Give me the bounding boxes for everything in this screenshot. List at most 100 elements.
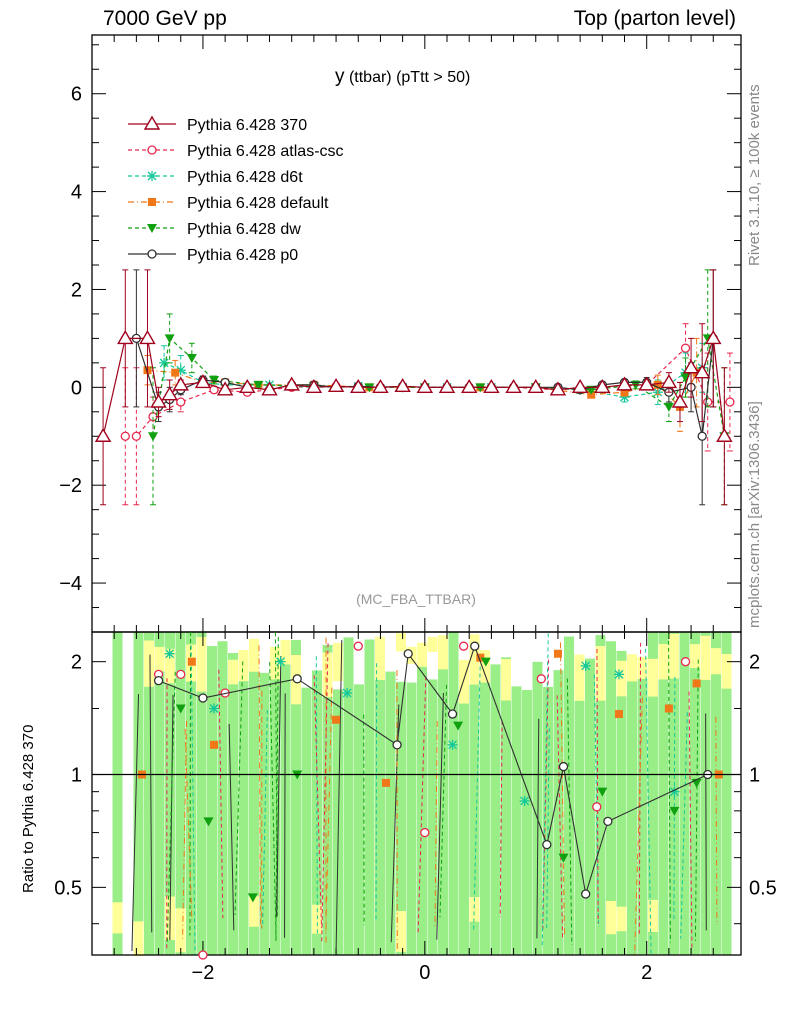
- data-point: [139, 330, 156, 345]
- data-point: [505, 378, 522, 394]
- data-point: [653, 380, 662, 389]
- ratio-line: [284, 693, 286, 938]
- legend-marker: [147, 171, 157, 181]
- ratio-tick-label: 0.5: [54, 877, 82, 899]
- ratio-point: [476, 653, 485, 662]
- ratio-tick-label-right: 2: [749, 652, 760, 674]
- yellow-band: [469, 897, 480, 922]
- y-tick-label: 0: [71, 377, 82, 399]
- x-tick-label: 2: [641, 962, 652, 984]
- data-point: [416, 378, 434, 394]
- ratio-line: [546, 728, 550, 931]
- star-stroke: [165, 649, 175, 659]
- ratio-point: [153, 676, 164, 686]
- yellow-band: [501, 658, 511, 701]
- ratio-line: [680, 712, 688, 939]
- plot-title-variable: y: [335, 66, 345, 87]
- green-band: [417, 661, 427, 955]
- y-tick-label: 4: [71, 182, 82, 204]
- ratio-tick-label: 2: [71, 652, 82, 674]
- green-band: [270, 651, 280, 955]
- data-point: [660, 374, 678, 389]
- green-band: [175, 632, 186, 955]
- yellow-band: [280, 639, 291, 665]
- ratio-point: [519, 795, 530, 806]
- ratio-point: [447, 709, 458, 719]
- data-point: [680, 343, 691, 353]
- data-point: [616, 376, 633, 391]
- ratio-line: [499, 720, 503, 918]
- data-point: [176, 397, 186, 407]
- green-band: [343, 637, 354, 955]
- green-band: [522, 690, 532, 955]
- header-left: 7000 GeV pp: [103, 7, 227, 30]
- ratio-line: [436, 693, 444, 940]
- ratio-point: [203, 817, 214, 827]
- data-point: [527, 378, 544, 394]
- green-band: [259, 672, 270, 955]
- green-band: [627, 671, 637, 955]
- yellow-band: [270, 646, 280, 680]
- yellow-band: [375, 636, 385, 680]
- ratio-tick-label: 1: [71, 765, 82, 787]
- green-band: [301, 687, 312, 955]
- legend: Pythia 6.428 370 Pythia 6.428 atlas-csc Py…: [128, 115, 344, 264]
- y-tick-label: −2: [59, 475, 82, 497]
- star-stroke: [342, 688, 352, 698]
- ratio-line: [131, 693, 140, 952]
- data-point: [483, 378, 500, 394]
- green-band: [616, 650, 627, 955]
- yellow-band: [144, 640, 154, 687]
- ratio-line: [166, 671, 176, 944]
- star-stroke: [147, 171, 157, 181]
- yellow-band: [480, 650, 490, 683]
- data-point: [305, 378, 323, 394]
- y-tick-label: 2: [71, 279, 82, 301]
- star-stroke: [276, 657, 286, 667]
- yellow-band: [574, 654, 585, 701]
- yellow-band: [333, 642, 343, 682]
- green-band: [595, 635, 606, 955]
- star-stroke: [159, 358, 169, 368]
- ratio-line: [596, 649, 599, 924]
- ratio-line: [189, 632, 192, 936]
- yellow-band: [228, 659, 238, 685]
- data-point: [394, 377, 411, 393]
- star-stroke: [520, 796, 530, 806]
- ratio-point: [176, 669, 186, 680]
- data-point: [460, 378, 478, 394]
- ratio-point: [247, 893, 258, 903]
- yellow-band: [396, 633, 406, 652]
- green-band: [249, 671, 259, 955]
- ratio-point: [392, 740, 402, 750]
- ratio-point: [597, 787, 608, 797]
- ratio-line: [218, 669, 224, 919]
- series-0: [94, 269, 733, 506]
- green-band: [217, 641, 228, 955]
- data-point: [438, 378, 456, 394]
- ratio-line: [335, 640, 343, 950]
- data-point: [283, 376, 300, 391]
- data-point: [120, 431, 130, 441]
- ratio-line: [375, 663, 378, 923]
- data-point: [159, 357, 170, 368]
- ratio-point: [553, 649, 562, 658]
- yellow-band: [669, 633, 679, 679]
- green-band: [364, 639, 375, 955]
- green-band: [406, 682, 417, 955]
- yellow-band: [637, 656, 648, 680]
- data-point: [148, 432, 159, 442]
- data-point: [663, 402, 674, 412]
- ratio-line: [434, 721, 438, 929]
- data-point: [161, 386, 178, 401]
- ratio-series-line: [158, 644, 708, 895]
- green-band: [354, 684, 364, 955]
- green-band: [154, 632, 165, 955]
- green-band: [637, 667, 648, 955]
- star-stroke: [448, 740, 458, 750]
- ratio-line: [593, 674, 600, 927]
- data-point: [372, 378, 389, 394]
- ratio-point: [275, 656, 286, 667]
- yellow-band: [648, 899, 658, 933]
- green-band: [427, 679, 438, 955]
